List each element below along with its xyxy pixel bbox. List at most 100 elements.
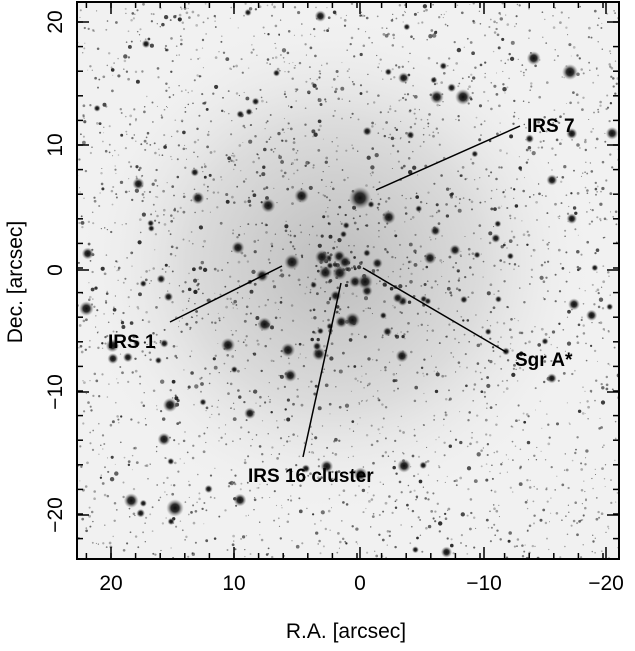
star: [454, 41, 456, 43]
star: [532, 151, 536, 155]
star: [425, 9, 428, 12]
star: [108, 322, 110, 324]
star: [418, 325, 419, 326]
star: [270, 338, 272, 340]
star: [189, 327, 191, 329]
star: [610, 211, 611, 212]
star: [559, 21, 562, 24]
x-axis-title: R.A. [arcsec]: [286, 620, 406, 643]
star: [407, 322, 410, 325]
star: [227, 392, 230, 395]
star: [373, 513, 375, 515]
star: [555, 274, 557, 276]
star: [214, 293, 215, 294]
star: [393, 293, 403, 303]
star: [595, 379, 597, 381]
star: [599, 104, 601, 106]
star: [479, 224, 482, 227]
star: [410, 197, 412, 199]
star: [92, 212, 94, 214]
star: [295, 344, 297, 346]
star: [166, 106, 167, 107]
y-tick-label: 0: [44, 264, 67, 276]
star: [89, 340, 91, 342]
star: [218, 427, 220, 429]
star: [592, 284, 594, 286]
star: [378, 349, 380, 351]
star: [291, 164, 292, 165]
star: [395, 379, 398, 382]
star: [181, 119, 184, 122]
star: [318, 192, 320, 194]
star: [191, 316, 193, 318]
star: [455, 371, 456, 372]
star: [299, 62, 301, 64]
star: [375, 153, 379, 157]
star: [244, 254, 247, 257]
star: [270, 136, 272, 138]
star: [378, 222, 380, 224]
star: [145, 424, 147, 426]
star: [566, 281, 568, 283]
star: [389, 531, 391, 533]
star: [184, 463, 185, 464]
star: [128, 460, 131, 463]
star: [489, 338, 491, 340]
star: [231, 355, 234, 358]
star: [397, 388, 399, 390]
star: [162, 154, 164, 156]
star: [507, 359, 509, 361]
star: [535, 387, 537, 389]
star: [399, 364, 400, 365]
star: [372, 359, 373, 360]
y-axis-title: Dec. [arcsec]: [4, 221, 27, 344]
star: [398, 284, 402, 288]
star: [157, 76, 159, 78]
star: [425, 266, 428, 269]
star: [571, 373, 573, 375]
star: [518, 118, 519, 119]
star: [284, 61, 286, 63]
star: [107, 471, 109, 473]
star: [224, 111, 225, 112]
star: [550, 497, 551, 498]
star: [123, 68, 125, 70]
star: [332, 87, 333, 88]
star: [334, 438, 338, 442]
star: [546, 81, 549, 84]
star: [250, 313, 252, 315]
star: [182, 131, 186, 135]
star: [491, 527, 493, 529]
star: [360, 417, 361, 418]
star: [383, 484, 384, 485]
star: [116, 197, 118, 199]
star: [179, 14, 182, 17]
star: [316, 235, 318, 237]
star: [92, 542, 94, 544]
star: [399, 481, 402, 484]
star: [299, 343, 302, 346]
star: [418, 516, 420, 518]
star: [215, 355, 217, 357]
star: [325, 383, 329, 387]
star: [541, 451, 542, 452]
star: [322, 215, 325, 218]
star: [472, 162, 475, 165]
star: [427, 191, 429, 193]
star: [184, 281, 186, 283]
star: [436, 127, 438, 129]
star: [581, 108, 584, 111]
star: [318, 76, 320, 78]
star: [115, 260, 117, 262]
star: [568, 512, 569, 513]
star: [178, 85, 179, 86]
star: [496, 72, 497, 73]
star: [145, 355, 147, 357]
star: [227, 564, 230, 567]
star: [176, 130, 178, 132]
star: [259, 89, 261, 91]
star: [149, 191, 151, 193]
star: [579, 288, 580, 289]
star: [389, 535, 391, 537]
